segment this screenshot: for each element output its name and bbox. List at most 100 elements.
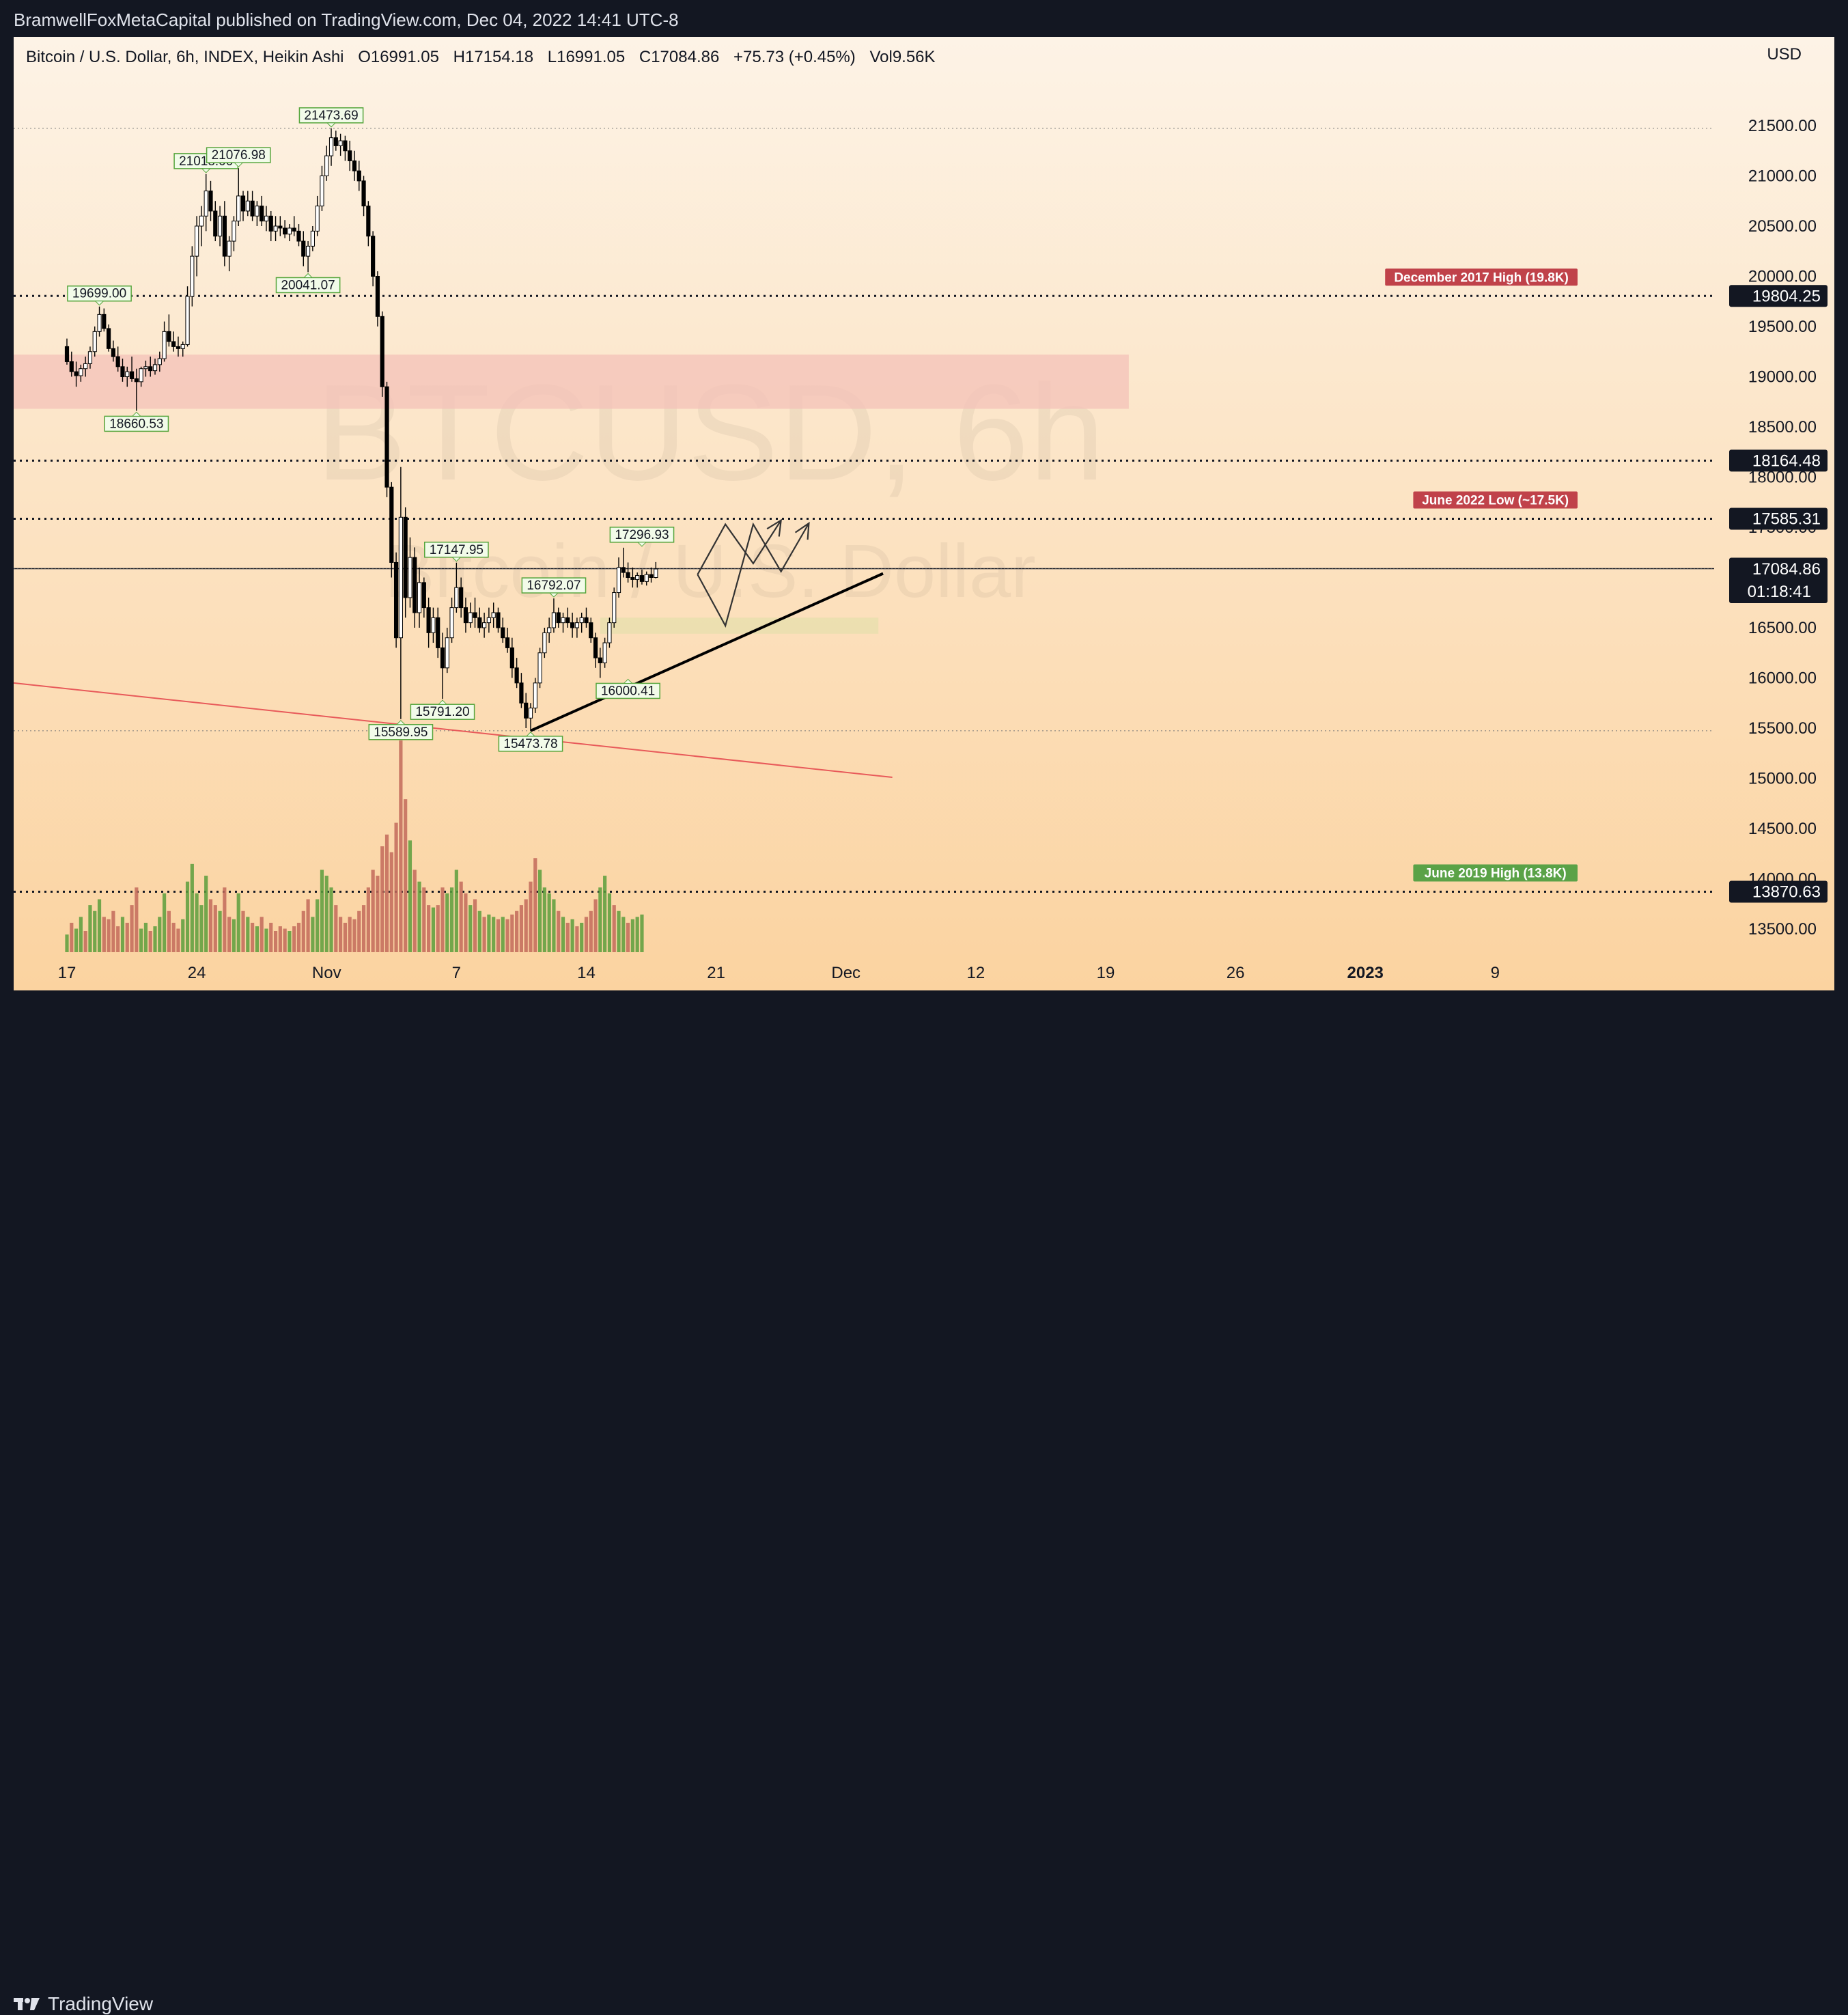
candle[interactable] (528, 708, 533, 719)
candle[interactable] (574, 622, 579, 628)
candle[interactable] (287, 227, 292, 235)
candle[interactable] (176, 346, 181, 349)
candle[interactable] (639, 575, 645, 582)
candle[interactable] (561, 617, 565, 624)
candle[interactable] (524, 702, 529, 719)
candle[interactable] (120, 366, 125, 377)
candle[interactable] (375, 276, 380, 317)
projection-path-alt[interactable] (697, 520, 782, 575)
candle[interactable] (143, 366, 148, 370)
candle[interactable] (222, 215, 227, 257)
candle[interactable] (348, 150, 352, 161)
candle[interactable] (167, 331, 171, 342)
candle[interactable] (537, 652, 542, 684)
candle[interactable] (240, 195, 246, 212)
price-chart[interactable]: BTCUSD, 6hBitcoin / U.S. Dollar19699.001… (14, 37, 1834, 990)
support-zone[interactable] (600, 617, 879, 634)
candle[interactable] (305, 245, 311, 257)
candle[interactable] (473, 612, 477, 618)
candle[interactable] (356, 170, 361, 182)
candle[interactable] (268, 215, 273, 232)
candle[interactable] (232, 221, 236, 242)
candle[interactable] (324, 155, 329, 177)
candle[interactable] (199, 215, 204, 227)
candle[interactable] (185, 296, 190, 345)
candle[interactable] (74, 371, 79, 376)
candle[interactable] (171, 341, 176, 347)
candle[interactable] (92, 331, 97, 352)
candle[interactable] (445, 637, 449, 669)
candle[interactable] (412, 557, 417, 613)
candle[interactable] (514, 667, 519, 684)
candle[interactable] (616, 567, 621, 594)
candle[interactable] (264, 215, 269, 222)
candle[interactable] (533, 682, 537, 709)
candle[interactable] (69, 361, 74, 372)
candle[interactable] (361, 180, 366, 207)
downtrend-trendline[interactable] (14, 682, 893, 779)
candle[interactable] (602, 642, 607, 663)
candle[interactable] (343, 140, 348, 152)
candle[interactable] (454, 587, 459, 609)
candle[interactable] (245, 200, 250, 212)
candle[interactable] (463, 607, 468, 624)
candle[interactable] (148, 366, 153, 372)
candle[interactable] (421, 582, 426, 609)
candle[interactable] (384, 386, 389, 488)
candle[interactable] (519, 682, 524, 704)
candle[interactable] (496, 612, 501, 628)
candle[interactable] (654, 568, 658, 579)
candle[interactable] (501, 627, 505, 639)
candle[interactable] (579, 617, 584, 624)
candle[interactable] (180, 344, 185, 349)
candle[interactable] (97, 314, 102, 332)
candle[interactable] (505, 637, 510, 648)
candle[interactable] (551, 612, 557, 628)
candle[interactable] (380, 316, 384, 387)
candle[interactable] (292, 227, 296, 232)
candle[interactable] (139, 368, 143, 383)
candle[interactable] (129, 371, 135, 379)
candle[interactable] (296, 230, 301, 242)
candle[interactable] (612, 592, 617, 624)
candle[interactable] (328, 137, 334, 156)
candle[interactable] (107, 328, 111, 349)
candle[interactable] (125, 371, 130, 377)
candle[interactable] (635, 575, 640, 580)
candle[interactable] (626, 572, 630, 579)
candle[interactable] (204, 191, 208, 217)
candle[interactable] (315, 206, 320, 232)
candle[interactable] (227, 240, 232, 257)
candle[interactable] (260, 206, 264, 222)
candle[interactable] (338, 140, 343, 146)
candle[interactable] (152, 364, 158, 372)
projection-path[interactable] (697, 522, 810, 628)
candle[interactable] (83, 363, 88, 370)
candle[interactable] (491, 612, 496, 618)
candle[interactable] (371, 236, 376, 277)
candle[interactable] (333, 137, 338, 146)
candle[interactable] (134, 378, 139, 383)
candle[interactable] (542, 632, 547, 654)
candle[interactable] (477, 617, 482, 628)
candle[interactable] (468, 612, 473, 624)
candle[interactable] (250, 200, 255, 217)
candle[interactable] (352, 160, 357, 171)
candle[interactable] (403, 516, 408, 598)
candle[interactable] (459, 587, 464, 609)
candle[interactable] (320, 176, 324, 207)
candle[interactable] (301, 240, 306, 257)
tradingview-logo[interactable]: TradingView (14, 1993, 153, 2015)
candle[interactable] (278, 225, 283, 229)
candle[interactable] (570, 622, 575, 628)
candle[interactable] (157, 358, 162, 365)
candle[interactable] (195, 225, 199, 257)
candle[interactable] (79, 368, 83, 376)
candle[interactable] (310, 230, 315, 247)
candle[interactable] (111, 348, 116, 357)
candle[interactable] (589, 622, 593, 639)
candle[interactable] (102, 314, 107, 329)
candle[interactable] (547, 627, 552, 633)
candle[interactable] (408, 557, 412, 598)
candle[interactable] (436, 617, 440, 648)
